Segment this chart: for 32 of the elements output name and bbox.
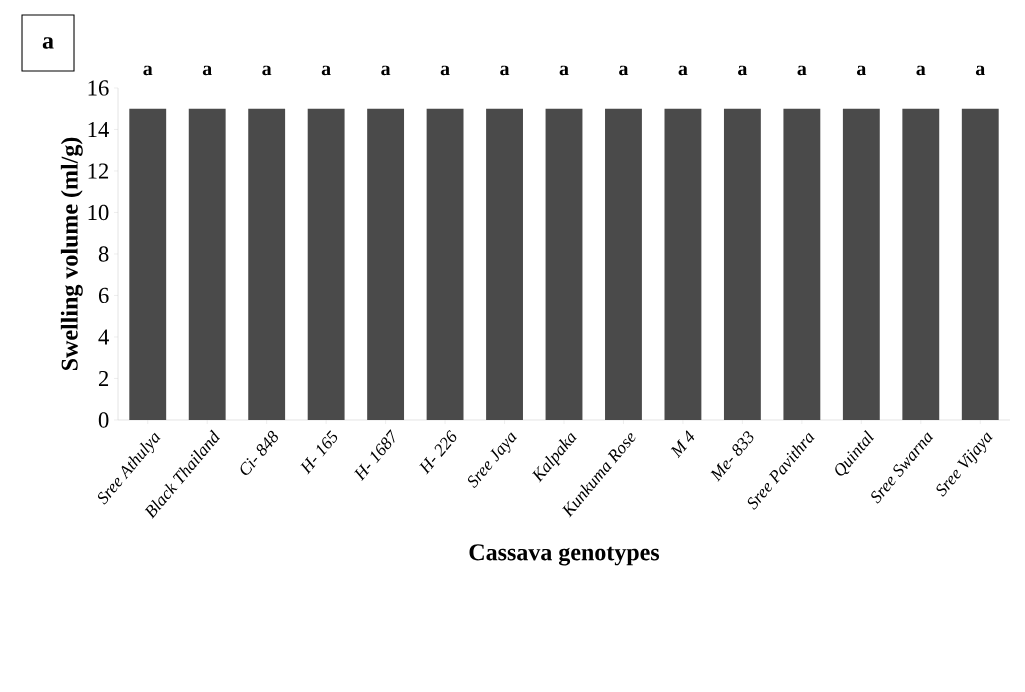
x-tick-label: H- 226 xyxy=(419,430,457,475)
text: a xyxy=(856,65,867,76)
y-tick-label: 8 xyxy=(98,246,109,262)
text: a xyxy=(559,65,569,76)
x-tick-label: Ci- 848 xyxy=(240,430,278,475)
text: a xyxy=(440,65,450,76)
text: a xyxy=(321,65,331,76)
text: a xyxy=(678,65,688,76)
text: a xyxy=(381,65,391,76)
x-tick-label: M 4 xyxy=(670,430,695,459)
text: a xyxy=(262,65,272,76)
text: a xyxy=(500,65,510,76)
text: a xyxy=(797,65,807,76)
y-tick-label: 6 xyxy=(98,287,109,304)
y-tick-label: 2 xyxy=(98,370,109,386)
text: a xyxy=(143,65,153,76)
y-tick-label: 10 xyxy=(88,204,109,221)
text: a xyxy=(916,65,926,76)
text: a xyxy=(975,65,985,76)
text: a xyxy=(202,65,212,76)
y-tick-label: 12 xyxy=(88,163,109,179)
y-tick-label: 16 xyxy=(88,80,109,96)
y-axis-title: Swelling volume (ml/g) xyxy=(60,137,83,371)
x-tick-label: Me- 833 xyxy=(710,431,754,482)
y-tick-label: 0 xyxy=(98,412,109,428)
text: a xyxy=(738,65,748,76)
x-tick-label: H- 165 xyxy=(300,430,338,475)
y-tick-label: 4 xyxy=(98,329,109,345)
text: a xyxy=(619,65,629,76)
x-axis-title: Cassava genotypes xyxy=(469,544,660,566)
y-tick-label: 14 xyxy=(88,122,109,137)
text: a xyxy=(42,37,54,49)
